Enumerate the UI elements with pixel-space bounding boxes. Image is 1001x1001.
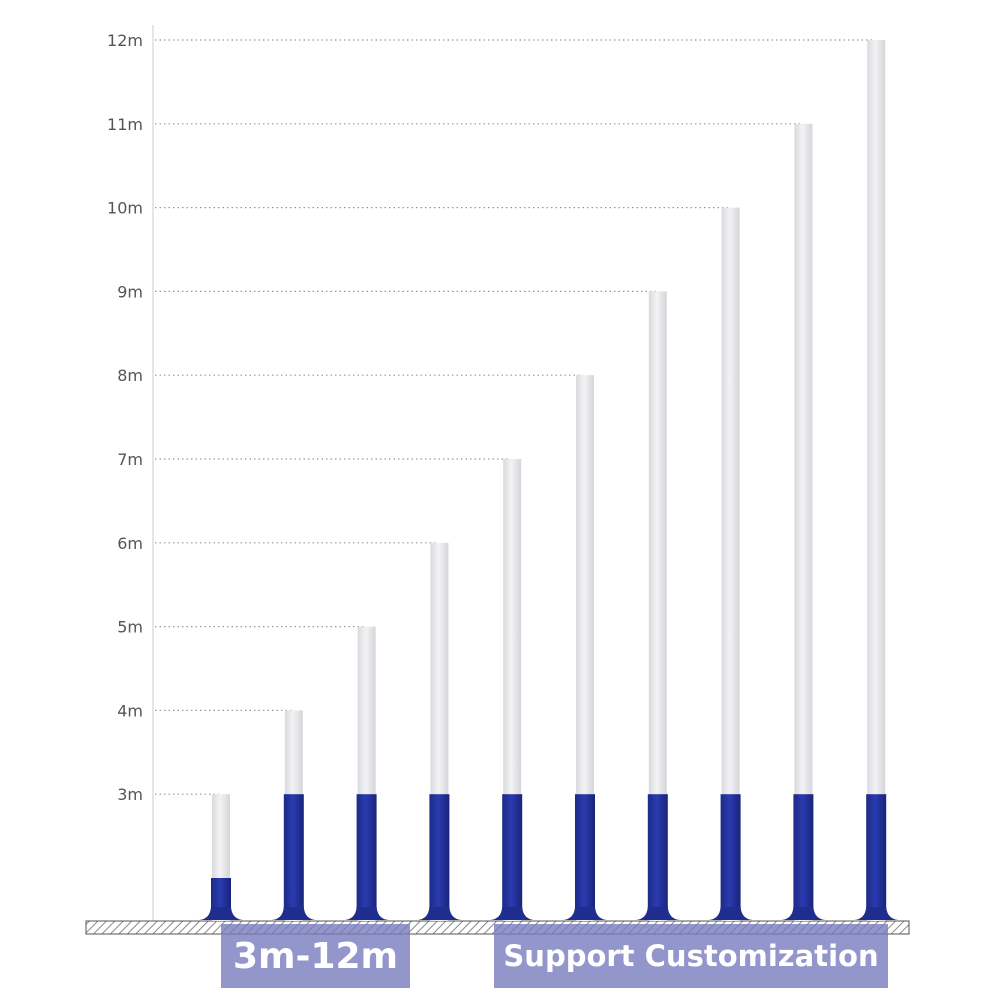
pole-base: [429, 794, 450, 915]
pole-foot: [635, 907, 680, 920]
y-tick-label: 3m: [117, 785, 143, 804]
pole-base: [720, 794, 741, 915]
y-tick-label: 11m: [107, 115, 143, 134]
range-badge: 3m-12m: [221, 924, 410, 988]
pole-foot: [854, 907, 899, 920]
pole-base: [575, 794, 595, 915]
pole-bar: [648, 291, 667, 921]
pole-base: [211, 878, 231, 915]
pole-base: [793, 794, 814, 915]
pole-base: [502, 794, 523, 915]
pole-base: [283, 794, 304, 915]
y-tick-label: 4m: [117, 701, 143, 720]
pole-foot: [417, 907, 462, 920]
pole-base: [866, 794, 887, 915]
pole-foot: [708, 907, 753, 920]
y-tick-label: 9m: [117, 282, 143, 301]
y-tick-label: 8m: [117, 366, 143, 385]
pole-base: [647, 794, 668, 915]
customization-badge: Support Customization: [494, 924, 888, 988]
pole-bar: [794, 123, 813, 922]
pole-foot: [271, 907, 316, 920]
pole-foot: [344, 907, 389, 920]
pole-base: [356, 794, 377, 915]
pole-foot: [490, 907, 535, 920]
y-tick-label: 10m: [107, 199, 143, 218]
y-tick-label: 5m: [117, 618, 143, 637]
y-tick-label: 7m: [117, 450, 143, 469]
y-tick-label: 12m: [107, 31, 143, 50]
pole-bar: [576, 375, 594, 921]
pole-foot: [199, 907, 243, 920]
pole-foot: [781, 907, 826, 920]
y-tick-label: 6m: [117, 534, 143, 553]
pole-foot: [563, 907, 607, 920]
pole-bar: [721, 207, 740, 922]
pole-bar: [867, 40, 886, 921]
